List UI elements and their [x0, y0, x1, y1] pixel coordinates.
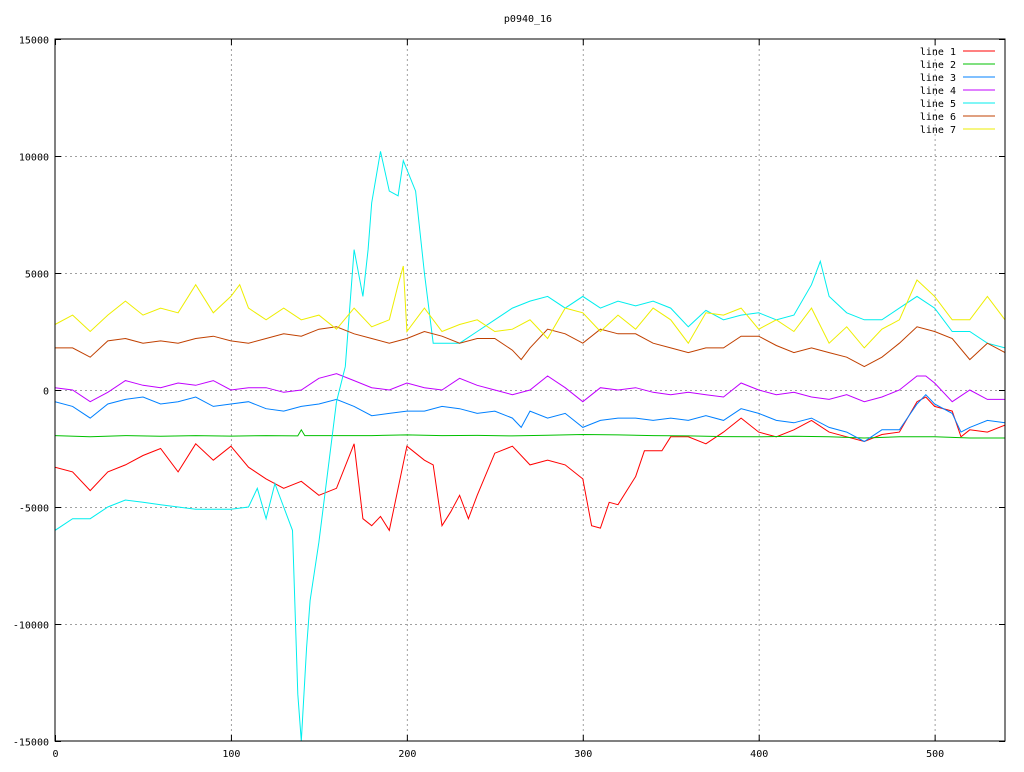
- x-tick-label: 500: [926, 749, 944, 760]
- legend-label: line 4: [920, 86, 956, 97]
- y-tick-label: 15000: [19, 36, 49, 47]
- series-lines: [55, 151, 1005, 741]
- legend-label: line 6: [920, 112, 956, 123]
- y-tick-label: -5000: [19, 504, 49, 515]
- legend-label: line 5: [920, 99, 956, 110]
- series-line-3: [55, 393, 1005, 443]
- series-line-6: [55, 326, 1005, 368]
- legend-label: line 3: [920, 73, 956, 84]
- series-line-4: [55, 373, 1005, 403]
- y-tick-label: 10000: [19, 153, 49, 164]
- y-tick-label: 0: [43, 387, 49, 398]
- x-tick-label: 0: [52, 749, 58, 760]
- legend-label: line 1: [920, 47, 956, 58]
- legend: line 1 line 2 line 3 line 4 line 5 line 6 line…: [920, 47, 995, 136]
- series-line-7: [55, 265, 1005, 349]
- series-line-2: [55, 428, 1005, 439]
- x-tick-label: 200: [398, 749, 416, 760]
- series-line-1: [55, 396, 1005, 532]
- legend-label: line 7: [920, 125, 956, 136]
- series-line-5: [55, 151, 1005, 741]
- legend-label: line 2: [920, 60, 956, 71]
- plot-border: [54, 38, 1006, 742]
- x-tick-label: 400: [750, 749, 768, 760]
- chart-title: p0940_16: [504, 14, 552, 25]
- x-tick-label: 100: [222, 749, 240, 760]
- y-tick-label: -15000: [13, 738, 49, 749]
- y-tick-label: 5000: [25, 270, 49, 281]
- axis-ticks: 0 100 200 300 400 500 -15000 -10000 -5000 0 5000 10…: [13, 36, 1005, 760]
- y-tick-label: -10000: [13, 621, 49, 632]
- x-tick-label: 300: [574, 749, 592, 760]
